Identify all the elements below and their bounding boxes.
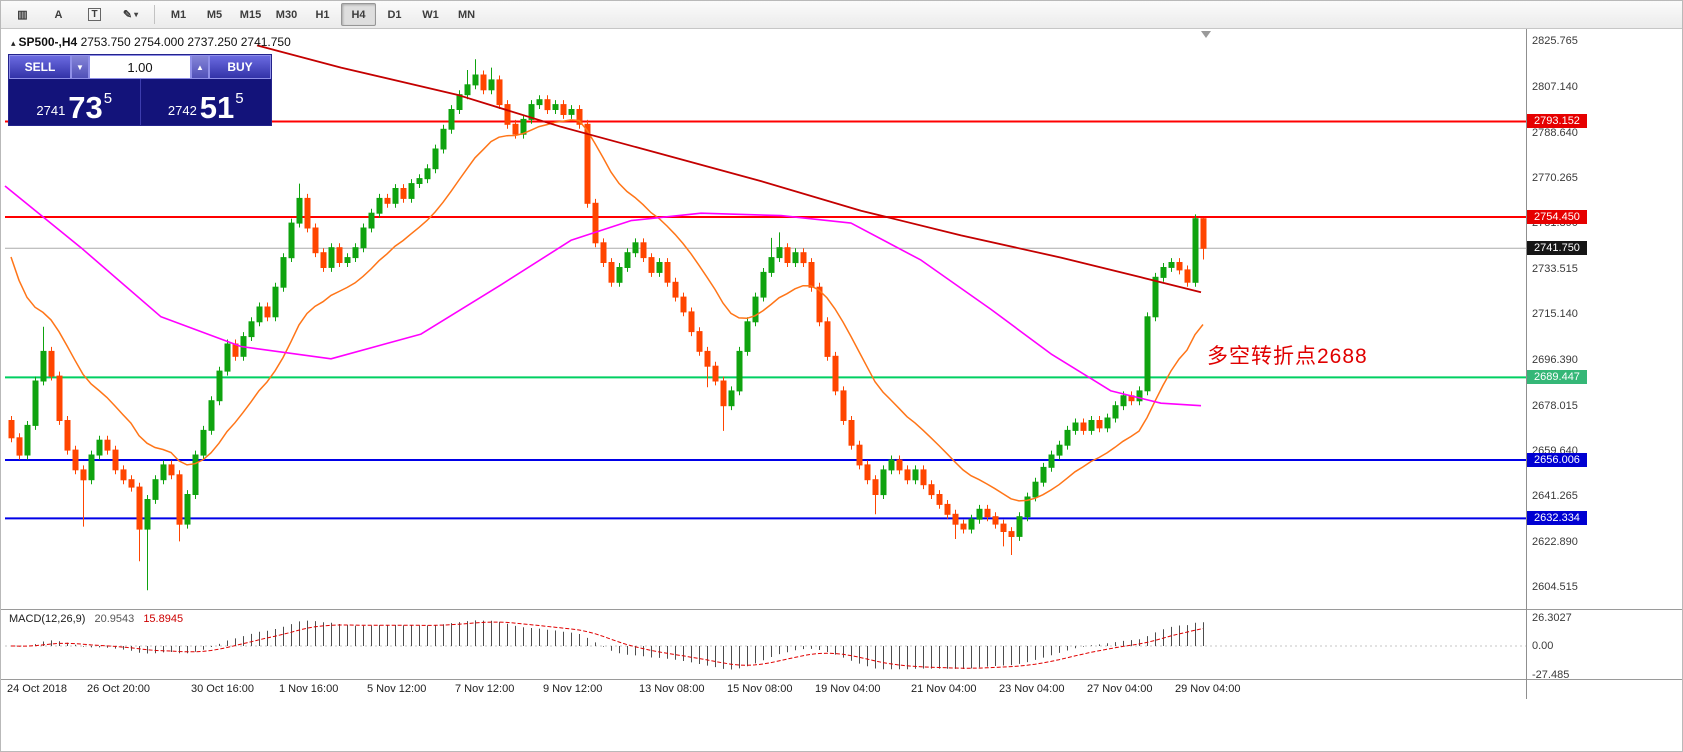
toolbar-separator [154,5,155,24]
timeframe-w1[interactable]: W1 [422,8,439,21]
price-axis-border [1526,29,1527,699]
buy-button[interactable]: BUY [209,55,271,79]
time-axis-label: 7 Nov 12:00 [455,683,515,695]
toolbar-icon-buttons: ▥ A T ✎ ▾ [5,3,148,26]
one-click-trading-panel: SELL ▼ ▲ BUY 2741 73 5 2742 51 5 [9,55,271,125]
hline-price-tag: 2632.334 [1527,511,1587,526]
time-axis-label: 5 Nov 12:00 [367,683,427,695]
macd-axis-label: -27.485 [1532,669,1570,682]
chevron-up-icon: ▲ [196,62,204,72]
time-axis-label: 24 Oct 2018 [7,683,67,695]
sell-button[interactable]: SELL [9,55,71,79]
price-axis-label: 2788.640 [1532,126,1578,139]
timeframe-h4[interactable]: H4 [341,3,376,26]
macd-name: MACD(12,26,9) [9,613,86,625]
time-axis-label: 26 Oct 20:00 [87,683,150,695]
pane-divider-highlight [1,610,1682,611]
hline-price-tag: 2793.152 [1527,114,1587,129]
time-axis-label: 15 Nov 08:00 [727,683,793,695]
bid-prefix: 2741 [36,103,66,118]
time-axis-label: 27 Nov 04:00 [1087,683,1153,695]
ask-big-digits: 51 [199,90,235,125]
time-axis-label: 9 Nov 12:00 [543,683,603,695]
bid-pipette: 5 [103,90,113,107]
time-axis-label: 19 Nov 04:00 [815,683,881,695]
text-label-tool-icon: T [88,8,101,21]
chart-title: ▴ SP500-,H4 2753.750 2754.000 2737.250 27… [11,35,291,49]
ask-price: 2742 51 5 [141,79,272,125]
drawing-tools-button[interactable]: ✎ ▾ [113,3,148,26]
symbol-marker-icon: ▴ [11,38,16,48]
trade-panel-controls: SELL ▼ ▲ BUY [9,55,271,79]
ask-prefix: 2742 [167,103,197,118]
time-axis-label: 21 Nov 04:00 [911,683,977,695]
macd-axis-label: 0.00 [1532,640,1554,652]
pane-divider[interactable] [1,609,1682,610]
drawing-tools-icon: ✎ [122,9,133,21]
text-label-tool-button[interactable]: T [77,3,112,26]
price-axis-label: 2825.765 [1532,35,1578,47]
chevron-down-icon: ▾ [134,10,139,19]
crosshair-tool-icon: A [54,8,63,21]
timeframe-d1[interactable]: D1 [387,8,402,21]
price-axis-label: 2770.265 [1532,171,1578,184]
ask-pipette: 5 [235,90,244,107]
ohlc-values: 2753.750 2754.000 2737.250 2741.750 [80,35,291,49]
trade-panel-prices: 2741 73 5 2742 51 5 [9,79,271,125]
timeframe-m15[interactable]: M15 [239,8,262,21]
chart-text-annotation[interactable]: 多空转折点2688 [1207,345,1368,368]
timeframe-mn[interactable]: MN [457,8,476,21]
price-axis-label: 2641.265 [1532,490,1578,503]
price-axis-label: 2678.015 [1532,399,1578,412]
crosshair-tool-button[interactable]: A [41,3,76,26]
timeframe-buttons: M1 M5 M15 M30 H1 H4 D1 W1 MN [161,3,484,26]
price-axis-label: 2715.140 [1532,308,1578,321]
price-axis-label: 2696.390 [1532,354,1578,367]
tick-chart-icon: ▥ [17,9,28,21]
timeframe-m5[interactable]: M5 [206,8,223,21]
bid-big-digits: 73 [68,90,103,125]
hline-price-tag: 2754.450 [1527,210,1587,224]
time-axis-label: 23 Nov 04:00 [999,683,1065,695]
tick-chart-button[interactable]: ▥ [5,3,40,26]
timeframe-h1[interactable]: H1 [315,8,330,21]
current-price-tag: 2741.750 [1527,241,1587,256]
bid-price: 2741 73 5 [9,79,141,125]
price-axis-label: 2807.140 [1532,80,1578,93]
macd-main-value: 20.9543 [94,613,135,625]
pane-divider[interactable] [1,679,1682,680]
macd-axis-label: 26.3027 [1532,611,1572,624]
time-axis-label: 29 Nov 04:00 [1175,683,1241,695]
volume-decrease-button[interactable]: ▼ [71,55,89,79]
time-axis-label: 1 Nov 16:00 [279,683,339,695]
hline-price-tag: 2689.447 [1527,370,1587,385]
volume-input[interactable] [89,55,191,79]
volume-increase-button[interactable]: ▲ [191,55,209,79]
timeframe-m30[interactable]: M30 [275,8,298,21]
macd-indicator-label: MACD(12,26,9) 20.9543 15.8945 [9,613,183,625]
timeframe-m1[interactable]: M1 [170,8,187,21]
chart-shift-marker-icon [1201,31,1211,38]
time-axis-label: 13 Nov 08:00 [639,683,705,695]
symbol-name: SP500-,H4 [18,35,78,49]
price-axis-label: 2733.515 [1532,262,1578,275]
time-axis-label: 30 Oct 16:00 [191,683,254,695]
chevron-down-icon: ▼ [76,62,84,72]
macd-signal-value: 15.8945 [143,613,184,625]
hline-price-tag: 2656.006 [1527,452,1587,467]
price-axis-label: 2622.890 [1532,535,1578,548]
price-axis-label: 2604.515 [1532,581,1578,594]
toolbar: ▥ A T ✎ ▾ M1 M5 M15 M30 H1 H4 D1 W1 MN [1,1,1682,29]
